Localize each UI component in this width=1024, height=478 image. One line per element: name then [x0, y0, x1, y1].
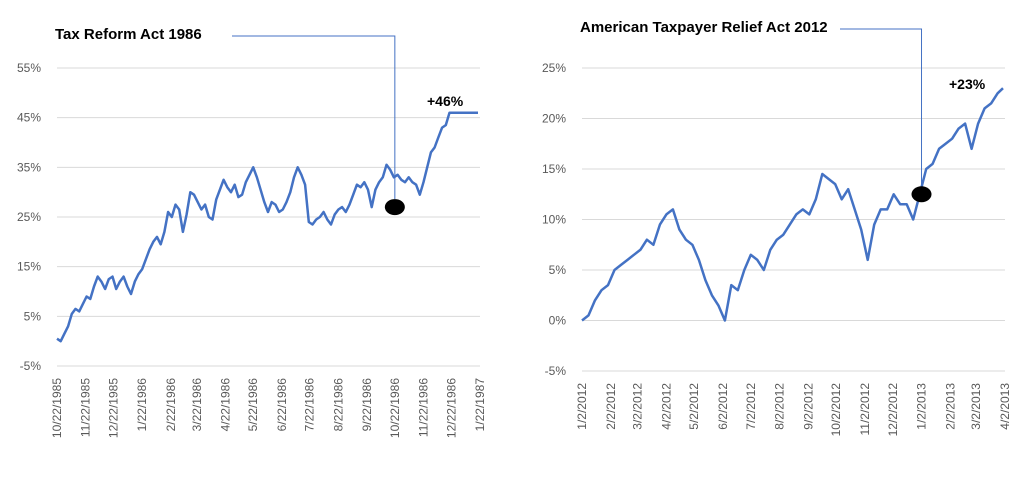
- x-tick-label: 11/2/2012: [858, 383, 872, 436]
- x-tick-label: 5/2/2012: [687, 383, 701, 430]
- x-tick-label: 12/22/1986: [444, 378, 458, 438]
- chart-taxpayer-relief-2012: -5% 0% 5% 10% 15% 20% 25% 1/2/2012 2/2/2012 3/2/…: [542, 19, 1012, 436]
- x-tick-label: 8/22/1986: [331, 378, 345, 432]
- y-tick-label: 45%: [17, 111, 41, 125]
- y-tick-label: 35%: [17, 160, 41, 174]
- x-tick-label: 2/2/2012: [604, 383, 618, 430]
- x-tick-label: 7/2/2012: [744, 383, 758, 430]
- x-tick-label: 12/22/1985: [106, 378, 120, 438]
- x-tick-label: 1/22/1987: [473, 378, 487, 432]
- x-tick-label: 11/22/1985: [79, 378, 93, 437]
- y-tick-label: -5%: [545, 364, 567, 378]
- x-tick-label: 9/22/1986: [360, 378, 374, 432]
- x-tick-label: 2/22/1986: [164, 378, 178, 432]
- event-marker: [384, 199, 405, 216]
- y-tick-label: 5%: [24, 309, 42, 323]
- change-annotation: +46%: [427, 93, 464, 109]
- change-annotation: +23%: [949, 76, 986, 92]
- gridlines: [582, 67, 1005, 372]
- x-tick-label: 3/2/2012: [631, 383, 645, 430]
- y-tick-label: -5%: [20, 359, 42, 373]
- series-line: [581, 87, 1004, 322]
- x-tick-label: 9/2/2012: [801, 383, 815, 430]
- y-axis-ticks: -5% 5% 15% 25% 35% 45% 55%: [17, 61, 41, 373]
- chart-tax-reform-1986: -5% 5% 15% 25% 35% 45% 55% 10/22/1985 11/22/198…: [17, 26, 487, 438]
- x-tick-label: 12/2/2012: [886, 383, 900, 437]
- x-tick-label: 7/22/1986: [303, 378, 317, 432]
- x-tick-label: 3/22/1986: [190, 378, 204, 432]
- y-tick-label: 0%: [549, 314, 567, 328]
- x-axis-ticks: 10/22/1985 11/22/1985 12/22/1985 1/22/1986 2…: [50, 378, 487, 438]
- y-axis-ticks: -5% 0% 5% 10% 15% 20% 25%: [542, 61, 566, 378]
- x-tick-label: 1/2/2012: [575, 383, 589, 430]
- x-tick-label: 5/22/1986: [246, 378, 260, 432]
- x-tick-label: 4/22/1986: [218, 378, 232, 432]
- x-tick-label: 1/2/2013: [915, 383, 929, 430]
- y-tick-label: 25%: [17, 210, 41, 224]
- chart-title: Tax Reform Act 1986: [55, 26, 202, 43]
- y-tick-label: 10%: [542, 213, 566, 227]
- y-tick-label: 55%: [17, 61, 41, 75]
- x-axis-ticks: 1/2/2012 2/2/2012 3/2/2012 4/2/2012 5/2/2012…: [575, 383, 1012, 437]
- x-tick-label: 1/22/1986: [135, 378, 149, 432]
- x-tick-label: 3/2/2013: [969, 383, 983, 430]
- y-tick-label: 5%: [549, 263, 567, 277]
- x-tick-label: 6/2/2012: [716, 383, 730, 430]
- x-tick-label: 6/22/1986: [275, 378, 289, 432]
- y-tick-label: 25%: [542, 61, 566, 75]
- gridlines: [57, 67, 480, 367]
- series-line: [56, 111, 478, 343]
- y-tick-label: 15%: [17, 260, 41, 274]
- x-tick-label: 10/2/2012: [829, 383, 843, 437]
- x-tick-label: 2/2/2013: [943, 383, 957, 430]
- y-tick-label: 15%: [542, 162, 566, 176]
- x-tick-label: 8/2/2012: [773, 383, 787, 430]
- x-tick-label: 10/22/1985: [50, 378, 64, 438]
- annotation-leader-line: [232, 35, 396, 200]
- annotation-leader-line: [840, 28, 923, 187]
- chart-title: American Taxpayer Relief Act 2012: [580, 19, 828, 36]
- x-tick-label: 4/2/2012: [659, 383, 673, 430]
- event-marker: [911, 186, 932, 203]
- x-tick-label: 4/2/2013: [998, 383, 1012, 430]
- y-tick-label: 20%: [542, 112, 566, 126]
- x-tick-label: 11/22/1986: [417, 378, 431, 437]
- x-tick-label: 10/22/1986: [388, 378, 402, 438]
